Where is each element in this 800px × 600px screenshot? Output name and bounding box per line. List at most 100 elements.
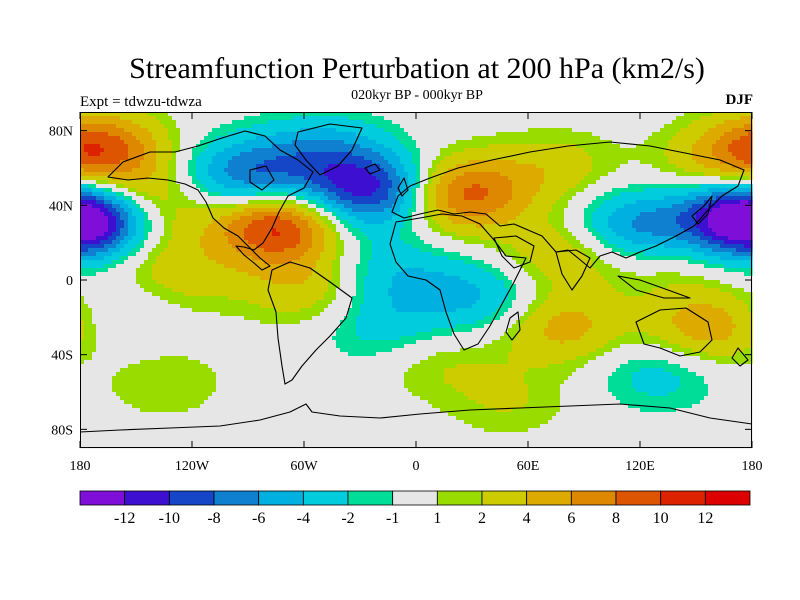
field-cell xyxy=(384,168,397,173)
field-cell xyxy=(716,196,753,201)
field-cell xyxy=(736,352,753,357)
field-cell xyxy=(404,168,417,173)
field-cell xyxy=(256,244,297,249)
field-cell xyxy=(128,256,149,261)
field-cell xyxy=(204,400,429,405)
field-cell xyxy=(584,364,621,369)
field-cell xyxy=(496,308,509,313)
field-cell xyxy=(656,208,689,213)
field-cell xyxy=(84,336,97,341)
field-cell xyxy=(104,244,117,249)
field-cell xyxy=(208,172,229,177)
field-cell xyxy=(672,348,693,353)
field-cell xyxy=(472,328,509,333)
field-cell xyxy=(156,148,173,153)
field-cell xyxy=(628,160,641,165)
field-cell xyxy=(624,248,693,253)
field-cell xyxy=(140,140,157,145)
field-cell xyxy=(408,148,421,153)
field-cell xyxy=(124,192,137,197)
field-cell xyxy=(340,320,357,325)
field-cell xyxy=(96,344,337,349)
field-cell xyxy=(332,268,341,273)
field-cell xyxy=(744,272,753,277)
field-cell xyxy=(584,224,593,229)
field-cell xyxy=(556,228,569,233)
field-cell xyxy=(156,160,169,165)
field-cell xyxy=(212,156,233,161)
field-cell xyxy=(404,380,445,385)
field-cell xyxy=(552,204,569,209)
field-cell xyxy=(708,388,753,393)
coastline-indonesia xyxy=(617,275,691,299)
field-cell xyxy=(168,112,261,117)
field-cell xyxy=(644,292,733,297)
field-cell xyxy=(496,276,509,281)
field-cell xyxy=(168,168,177,173)
field-cell xyxy=(84,328,97,333)
field-cell xyxy=(444,272,493,277)
field-cell xyxy=(84,332,97,337)
field-cell xyxy=(164,220,173,225)
field-cell xyxy=(712,112,753,117)
field-cell xyxy=(572,196,597,201)
field-cell xyxy=(120,160,141,165)
field-cell xyxy=(272,232,281,237)
field-cell xyxy=(216,384,405,389)
field-cell xyxy=(80,196,97,201)
field-cell xyxy=(256,192,289,197)
field-cell xyxy=(592,216,609,221)
field-cell xyxy=(336,288,357,293)
field-cell xyxy=(340,196,389,201)
field-cell xyxy=(564,212,585,217)
field-cell xyxy=(120,256,129,261)
field-cell xyxy=(312,244,325,249)
field-cell xyxy=(636,200,685,205)
field-cell xyxy=(388,160,401,165)
field-cell xyxy=(660,336,693,341)
field-cell xyxy=(596,196,613,201)
experiment-label: Expt = tdwzu-tdwza xyxy=(80,94,202,110)
field-cell xyxy=(204,228,229,233)
field-cell xyxy=(516,288,537,293)
colorbar-swatch xyxy=(660,490,706,506)
field-cell xyxy=(152,268,237,273)
field-cell xyxy=(476,400,529,405)
field-cell xyxy=(432,404,485,409)
field-cell xyxy=(228,160,265,165)
field-cell xyxy=(164,248,205,253)
field-cell xyxy=(328,196,341,201)
field-cell xyxy=(384,128,405,133)
field-cell xyxy=(172,288,329,293)
field-cell xyxy=(528,400,561,405)
field-cell xyxy=(716,200,741,205)
longitude-tick-label: 60E xyxy=(517,459,540,474)
field-cell xyxy=(320,252,337,257)
field-cell xyxy=(436,200,449,205)
field-cell xyxy=(144,144,157,149)
field-cell xyxy=(680,364,753,369)
field-cell xyxy=(176,156,193,161)
field-cell xyxy=(720,168,753,173)
field-cell xyxy=(324,200,337,205)
field-cell xyxy=(200,244,233,249)
field-cell xyxy=(416,232,441,237)
field-cell xyxy=(404,196,413,201)
field-cell xyxy=(532,276,549,281)
field-cell xyxy=(664,148,693,153)
field-cell xyxy=(496,132,593,137)
field-cell xyxy=(440,160,469,165)
field-cell xyxy=(396,212,409,217)
field-cell xyxy=(172,220,213,225)
field-cell xyxy=(148,256,157,261)
field-cell xyxy=(420,148,441,153)
field-cell xyxy=(708,384,753,389)
field-cell xyxy=(120,116,157,121)
field-cell xyxy=(652,164,677,169)
field-cell xyxy=(92,308,193,313)
field-cell xyxy=(424,204,429,209)
field-cell xyxy=(744,300,753,305)
field-cell xyxy=(156,256,209,261)
field-cell xyxy=(444,156,593,161)
field-cell xyxy=(96,340,337,345)
